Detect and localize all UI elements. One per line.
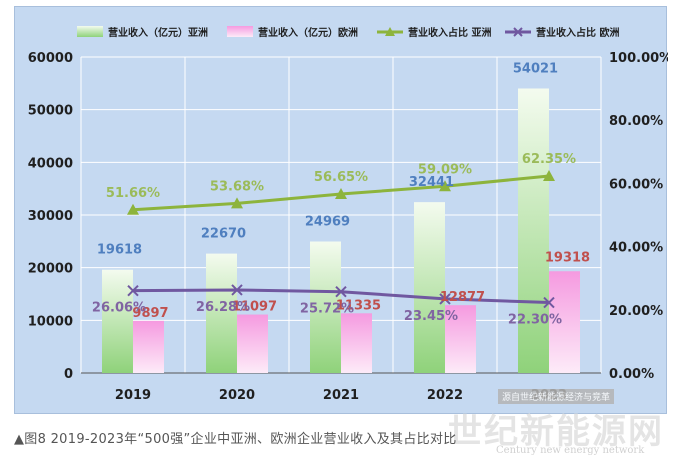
bar-europe bbox=[341, 313, 372, 373]
data-label-europe-share: 26.28% bbox=[196, 300, 250, 315]
y-tick-label: 10000 bbox=[28, 314, 73, 329]
y2-tick-label: 60.00% bbox=[609, 177, 663, 192]
bar-asia bbox=[310, 241, 341, 373]
legend-label-0: 营业收入（亿元）亚洲 bbox=[108, 26, 208, 39]
data-label-europe-revenue: 19318 bbox=[545, 250, 590, 265]
y2-tick-label: 80.00% bbox=[609, 114, 663, 129]
data-label-europe-share: 25.72% bbox=[300, 302, 354, 317]
bar-europe bbox=[133, 320, 164, 373]
y2-tick-label: 40.00% bbox=[609, 241, 663, 256]
watermark-subtitle: Century new energy network bbox=[496, 445, 645, 456]
y-tick-label: 50000 bbox=[28, 104, 73, 119]
data-label-europe-share: 23.45% bbox=[404, 309, 458, 324]
marker-asia-share bbox=[127, 203, 139, 215]
bar-asia bbox=[414, 202, 445, 373]
marker-asia-share bbox=[543, 169, 555, 181]
legend-marker-2 bbox=[385, 27, 395, 36]
legend-swatch-0 bbox=[77, 26, 103, 37]
y2-tick-label: 100.00% bbox=[609, 51, 668, 66]
y-tick-label: 40000 bbox=[28, 156, 73, 171]
marker-asia-share bbox=[335, 187, 347, 199]
data-label-asia-revenue: 19618 bbox=[97, 243, 142, 258]
data-label-asia-share: 56.65% bbox=[314, 170, 368, 185]
data-label-asia-share: 59.09% bbox=[418, 162, 472, 177]
y2-tick-label: 20.00% bbox=[609, 304, 663, 319]
bar-europe bbox=[445, 305, 476, 373]
x-tick-label: 2020 bbox=[219, 388, 255, 403]
marker-europe-share bbox=[231, 284, 243, 296]
legend-swatch-1 bbox=[227, 26, 253, 37]
y-tick-label: 30000 bbox=[28, 209, 73, 224]
bar-asia bbox=[518, 88, 549, 373]
data-label-europe-share: 26.06% bbox=[92, 301, 146, 316]
data-label-europe-revenue: 11097 bbox=[232, 300, 277, 315]
legend-label-1: 营业收入（亿元）欧洲 bbox=[258, 26, 358, 39]
bar-europe bbox=[237, 314, 268, 373]
y-tick-label: 20000 bbox=[28, 262, 73, 277]
chart-svg: 0 10000 20000 30000 40000 50000 60000 0.00% 20.0… bbox=[28, 26, 668, 403]
legend-label-2: 营业收入占比 亚洲 bbox=[408, 26, 491, 39]
data-label-europe-revenue: 11335 bbox=[336, 298, 381, 313]
y-tick-label: 0 bbox=[64, 367, 73, 382]
legend-label-3: 营业收入占比 欧洲 bbox=[536, 26, 619, 39]
data-label-asia-revenue: 22670 bbox=[201, 227, 246, 242]
x-tick-label: 2021 bbox=[323, 388, 359, 403]
data-label-europe-share: 22.30% bbox=[508, 313, 562, 328]
legend-marker-3 bbox=[513, 27, 523, 37]
data-label-asia-revenue: 54021 bbox=[513, 61, 558, 76]
marker-europe-share bbox=[543, 296, 555, 309]
marker-europe-share bbox=[127, 284, 139, 297]
x-tick-label: 2022 bbox=[427, 388, 463, 403]
x-tick-label: 2019 bbox=[115, 388, 151, 403]
data-label-europe-revenue: 9897 bbox=[132, 306, 168, 321]
data-label-asia-share: 51.66% bbox=[106, 186, 160, 201]
bar-europe bbox=[549, 271, 580, 373]
marker-asia-share bbox=[231, 197, 243, 209]
bar-asia bbox=[102, 269, 133, 373]
marker-europe-share bbox=[439, 293, 451, 305]
marker-asia-share bbox=[439, 180, 451, 192]
y2-tick-label: 0.00% bbox=[609, 367, 654, 382]
chart-area: 0 10000 20000 30000 40000 50000 60000 0.00% 20.0… bbox=[14, 6, 668, 414]
watermark-text: 世纪新能源网 bbox=[448, 412, 664, 452]
data-label-asia-revenue: 24969 bbox=[305, 214, 350, 229]
watermark-stamp: 源自世纪新能源经济与竞革 bbox=[498, 389, 615, 404]
data-label-asia-share: 62.35% bbox=[522, 152, 576, 167]
data-label-europe-revenue: 12877 bbox=[440, 290, 485, 305]
y-tick-label: 60000 bbox=[28, 51, 73, 66]
marker-europe-share bbox=[335, 286, 347, 298]
bar-asia bbox=[206, 253, 237, 373]
figure-caption: ▲图8 2019-2023年“500强”企业中亚洲、欧洲企业营业收入及其占比对比 bbox=[14, 432, 457, 447]
data-label-asia-revenue: 32441 bbox=[409, 175, 454, 190]
data-label-asia-share: 53.68% bbox=[210, 179, 264, 194]
